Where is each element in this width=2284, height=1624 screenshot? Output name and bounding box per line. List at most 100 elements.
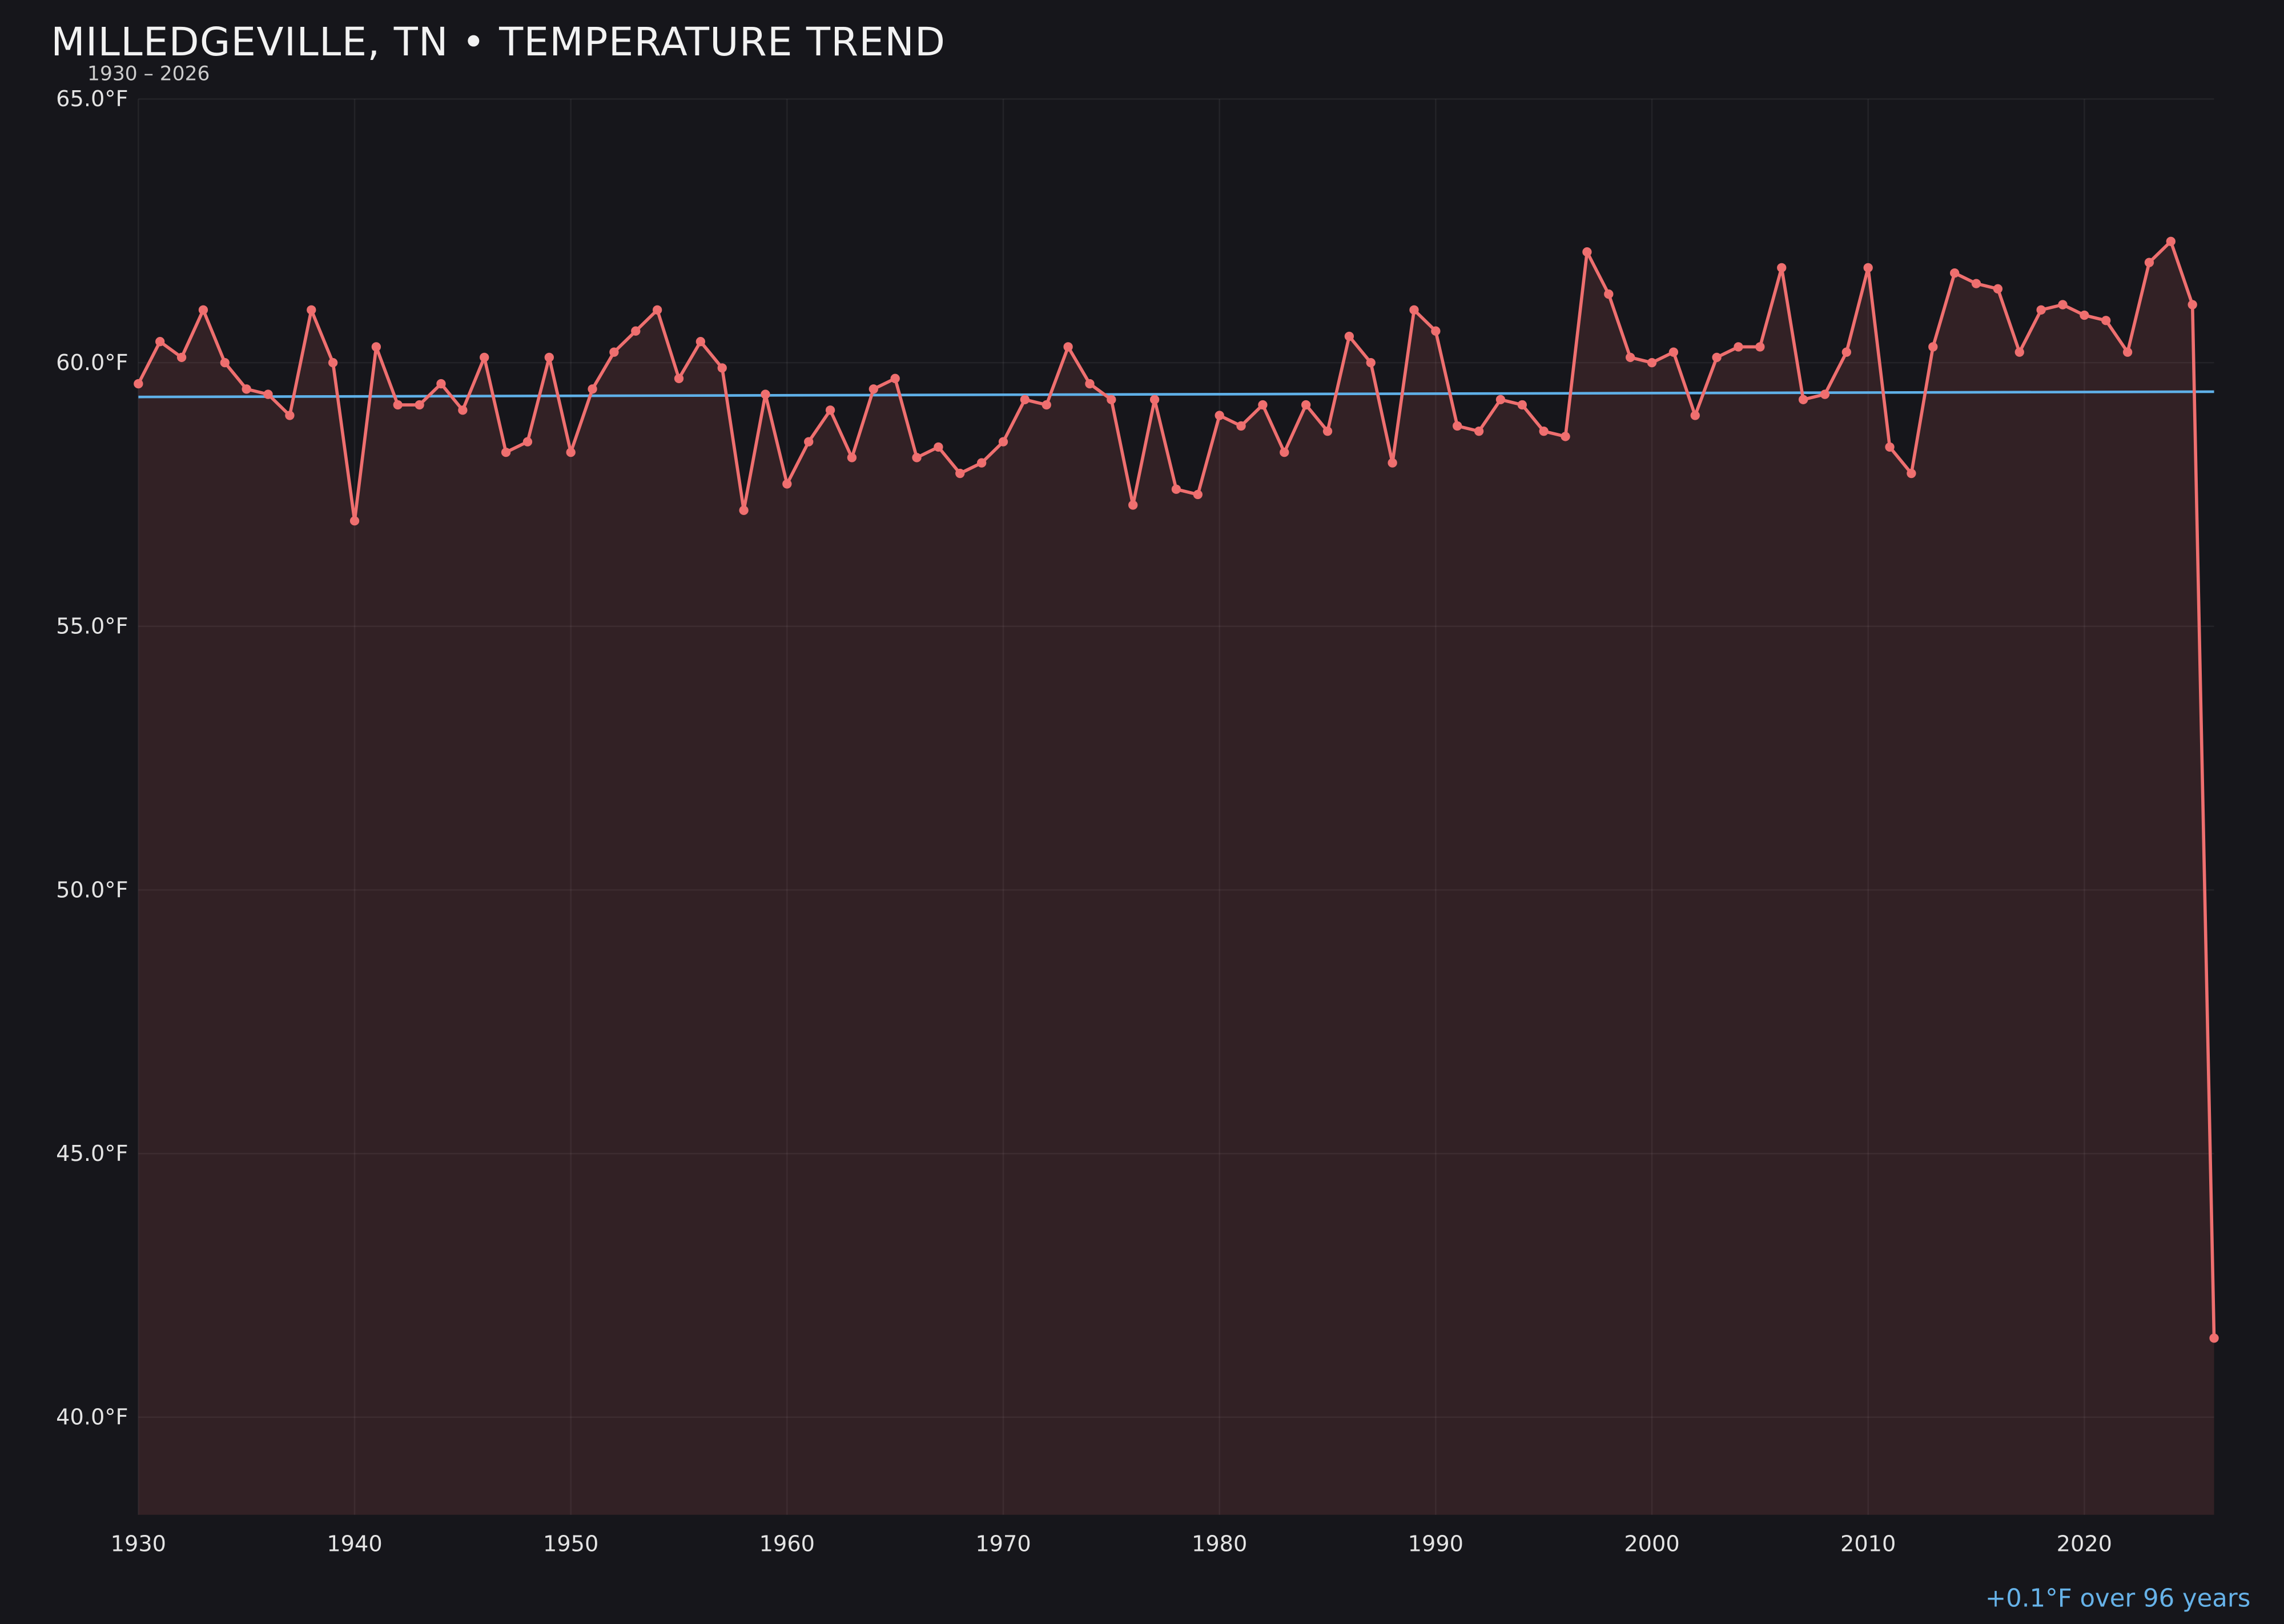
- data-point: [176, 352, 187, 363]
- x-tick-label: 2010: [1840, 1531, 1896, 1557]
- data-point: [695, 337, 706, 347]
- data-point: [1517, 400, 1527, 410]
- data-point: [2166, 236, 2176, 246]
- data-point: [501, 447, 511, 457]
- data-point: [739, 505, 749, 515]
- data-point: [1907, 468, 1916, 479]
- x-tick-label: 1950: [543, 1531, 598, 1557]
- data-point: [998, 437, 1008, 447]
- x-tick-label: 2020: [2057, 1531, 2112, 1557]
- data-point: [1344, 331, 1354, 341]
- data-point: [825, 405, 835, 415]
- data-point: [652, 305, 662, 315]
- data-point: [1820, 389, 1830, 399]
- data-point: [1993, 284, 2003, 294]
- data-point: [242, 384, 251, 394]
- data-point: [2101, 316, 2111, 325]
- data-point: [522, 437, 533, 447]
- grid-layer: [138, 98, 2214, 1515]
- data-point: [890, 373, 900, 384]
- data-point: [458, 405, 468, 415]
- data-point: [1149, 395, 1160, 404]
- x-tick-label: 1980: [1192, 1531, 1247, 1557]
- data-point: [955, 468, 965, 479]
- data-point: [976, 458, 987, 468]
- data-point: [285, 411, 295, 420]
- data-point: [609, 347, 619, 357]
- data-point: [1474, 427, 1484, 436]
- data-point: [2080, 310, 2089, 320]
- data-point: [415, 400, 424, 410]
- trend-line: [138, 390, 2214, 399]
- data-point: [2209, 1333, 2219, 1343]
- data-point: [1647, 357, 1657, 368]
- data-point: [2058, 300, 2068, 309]
- data-point: [371, 342, 381, 352]
- x-tick-label: 1990: [1408, 1531, 1463, 1557]
- data-point: [328, 357, 338, 368]
- data-point: [674, 373, 684, 384]
- data-point: [566, 447, 576, 457]
- data-point: [1128, 500, 1138, 510]
- data-point: [1236, 421, 1246, 431]
- data-point: [1668, 347, 1679, 357]
- data-point: [1388, 458, 1397, 468]
- data-point: [588, 384, 597, 394]
- data-point: [544, 352, 554, 363]
- data-point: [934, 442, 943, 452]
- data-point: [1561, 432, 1570, 441]
- data-point: [1712, 352, 1722, 363]
- data-point: [155, 337, 165, 347]
- data-point: [912, 453, 922, 463]
- data-point: [436, 379, 446, 389]
- data-point: [1928, 342, 1938, 352]
- data-point: [1020, 395, 1030, 404]
- data-point: [868, 384, 878, 394]
- data-point: [393, 400, 403, 410]
- data-point: [1841, 347, 1851, 357]
- data-point: [1453, 421, 1462, 431]
- data-point: [1539, 427, 1549, 436]
- data-point: [1885, 442, 1895, 452]
- data-point: [1085, 379, 1095, 389]
- y-tick-label: 45.0°F: [56, 1141, 128, 1167]
- data-point: [220, 357, 230, 368]
- data-point: [307, 305, 316, 315]
- data-point: [847, 453, 857, 463]
- data-point: [1431, 326, 1441, 336]
- data-point: [349, 516, 360, 526]
- data-point: [1690, 411, 1700, 420]
- data-point: [2188, 300, 2197, 309]
- data-point: [1258, 400, 1268, 410]
- temperature-area-fill: [138, 241, 2214, 1515]
- data-point: [1625, 352, 1635, 363]
- data-point: [1777, 263, 1787, 273]
- data-point: [198, 305, 208, 315]
- y-tick-label: 65.0°F: [56, 86, 128, 112]
- y-tick-label: 50.0°F: [56, 877, 128, 903]
- axis-layer: 65.0°F 60.0°F 55.0°F 50.0°F 45.0°F 40.0°F 1930…: [56, 86, 2112, 1557]
- data-point: [1193, 489, 1203, 500]
- trend-annotation: +0.1°F over 96 years: [1985, 1584, 2250, 1613]
- data-point: [134, 379, 143, 389]
- data-point: [631, 326, 641, 336]
- data-point: [2122, 347, 2133, 357]
- x-tick-label: 1930: [111, 1531, 166, 1557]
- x-tick-label: 2000: [1624, 1531, 1679, 1557]
- data-point: [1582, 247, 1592, 257]
- chart-subtitle: 1930 – 2026: [87, 62, 210, 85]
- data-point: [1322, 427, 1333, 436]
- data-point: [1171, 484, 1181, 494]
- x-tick-label: 1970: [975, 1531, 1031, 1557]
- data-point: [782, 479, 792, 489]
- plot-layer: [134, 236, 2219, 1515]
- y-tick-label: 40.0°F: [56, 1405, 128, 1430]
- data-point: [1604, 289, 1614, 299]
- data-point: [761, 389, 770, 399]
- data-point: [1042, 400, 1051, 410]
- data-point: [1950, 268, 1960, 278]
- data-point: [1107, 395, 1116, 404]
- data-point: [1366, 357, 1376, 368]
- data-point: [1495, 395, 1506, 404]
- chart-title: MILLEDGEVILLE, TN • TEMPERATURE TREND: [51, 19, 946, 65]
